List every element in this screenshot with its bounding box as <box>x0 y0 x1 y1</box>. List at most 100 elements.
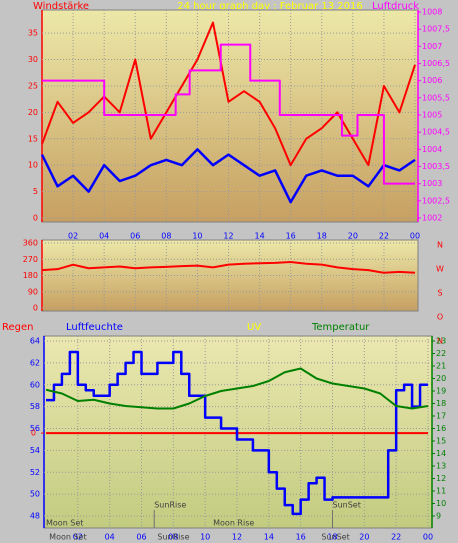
y-tick-label: 15 <box>28 134 38 143</box>
y2-tick-label: 1007 <box>422 42 442 51</box>
y2-tick-label: 1006,5 <box>422 59 450 68</box>
x-tick-label: 02 <box>68 232 78 241</box>
annotation: SunRise <box>157 533 189 542</box>
direction-label: O <box>437 313 443 322</box>
y-tick-label: 0 <box>33 214 38 223</box>
y2-tick-label: 1004,5 <box>422 128 450 137</box>
y-tick-label: 90 <box>28 287 38 296</box>
series-line <box>45 367 429 410</box>
series-line <box>46 350 428 516</box>
x-tick-label: 16 <box>286 232 296 241</box>
y-tick-label: 0 <box>33 304 38 313</box>
direction-label: W <box>436 265 444 274</box>
annotation: Moon Rise <box>213 519 254 528</box>
x-tick-label: 14 <box>264 533 274 542</box>
y2-tick-label: 1007,5 <box>422 25 450 34</box>
x-tick-label: 14 <box>254 232 264 241</box>
y2-tick-label: 15 <box>436 437 446 446</box>
annotation: SunRise <box>154 501 186 510</box>
y-tick-label: 30 <box>28 55 38 64</box>
x-tick-label: 04 <box>99 232 109 241</box>
y-tick-label: 56 <box>30 424 40 433</box>
annotation: SunSet <box>333 501 361 510</box>
y2-tick-label: 22 <box>436 349 446 358</box>
series-line <box>42 43 415 185</box>
x-tick-label: 00 <box>423 533 433 542</box>
y-tick-label: 52 <box>30 468 40 477</box>
y-tick-label: 20 <box>28 108 38 117</box>
y-tick-label: 62 <box>30 358 40 367</box>
y2-tick-label: 11 <box>436 487 446 496</box>
y-tick-label: 50 <box>30 490 40 499</box>
y-tick-label: 58 <box>30 402 40 411</box>
x-tick-label: 08 <box>168 533 178 542</box>
x-tick-label: 16 <box>296 533 306 542</box>
y2-tick-label: 13 <box>436 462 446 471</box>
x-tick-label: 12 <box>232 533 242 542</box>
x-tick-label: 06 <box>136 533 146 542</box>
x-tick-label: 22 <box>391 533 401 542</box>
y2-tick-label: 1002,5 <box>422 196 450 205</box>
y-tick-label: 5 <box>33 187 38 196</box>
temperature-label: Temperatur <box>311 322 370 333</box>
y2-tick-label: 10 <box>436 499 446 508</box>
y2-tick-label: 1002 <box>422 214 442 223</box>
pressure-label: Luftdruck <box>372 1 419 12</box>
y2-tick-label: 1008 <box>422 8 442 17</box>
x-tick-label: 12 <box>223 232 233 241</box>
series-line <box>41 260 416 274</box>
x-tick-label: 18 <box>327 533 337 542</box>
annotation: SunSet <box>321 533 349 542</box>
x-tick-label: 10 <box>200 533 210 542</box>
y2-tick-label: 16 <box>436 424 446 433</box>
y-tick-label: 35 <box>28 29 38 38</box>
y-tick-label: 360 <box>23 239 38 248</box>
x-tick-label: 02 <box>73 533 83 542</box>
x-tick-label: 22 <box>379 232 389 241</box>
y-tick-label: 270 <box>23 255 38 264</box>
y2-tick-label: 1005 <box>422 111 442 120</box>
y2-tick-label: 1003 <box>422 179 442 188</box>
x-tick-label: 00 <box>410 232 420 241</box>
y-tick-label: 48 <box>30 512 40 521</box>
y3-tick-label: 0 <box>31 429 36 438</box>
uv-label: UV <box>247 322 261 333</box>
direction-label: N <box>437 337 443 346</box>
y2-tick-label: 19 <box>436 387 446 396</box>
y2-tick-label: 1003,5 <box>422 162 450 171</box>
y2-tick-label: 1006 <box>422 76 442 85</box>
x-tick-label: 18 <box>317 232 327 241</box>
y2-tick-label: 18 <box>436 399 446 408</box>
chart-title: 24 hour graph day : Februar 13 2016 <box>177 1 362 12</box>
wind-label: Windstärke <box>33 1 89 12</box>
x-tick-label: 20 <box>359 533 369 542</box>
rain-label: Regen <box>2 322 34 333</box>
x-tick-label: 20 <box>348 232 358 241</box>
y-tick-label: 10 <box>28 161 38 170</box>
humidity-label: Luftfeuchte <box>66 322 123 333</box>
annotation: Moon Set <box>49 533 86 542</box>
y2-tick-label: 17 <box>436 412 446 421</box>
y2-tick-label: 14 <box>436 449 446 458</box>
y-tick-label: 25 <box>28 81 38 90</box>
y2-tick-label: 1004 <box>422 145 442 154</box>
plot-area <box>41 239 419 312</box>
y2-tick-label: 20 <box>436 374 446 383</box>
y2-tick-label: 1005,5 <box>422 93 450 102</box>
x-tick-label: 08 <box>161 232 171 241</box>
y2-tick-label: 23 <box>436 337 446 346</box>
direction-label: S <box>437 289 442 298</box>
y2-tick-label: 12 <box>436 474 446 483</box>
x-tick-label: 06 <box>130 232 140 241</box>
y2-tick-label: 9 <box>436 512 441 521</box>
series-line <box>40 148 416 204</box>
direction-label: N <box>437 241 443 250</box>
y-tick-label: 54 <box>30 446 40 455</box>
y-tick-label: 180 <box>23 271 38 280</box>
y-tick-label: 64 <box>30 337 40 346</box>
y2-tick-label: 21 <box>436 362 446 371</box>
y-tick-label: 60 <box>30 380 40 389</box>
x-tick-label: 10 <box>192 232 202 241</box>
x-tick-label: 04 <box>105 533 115 542</box>
